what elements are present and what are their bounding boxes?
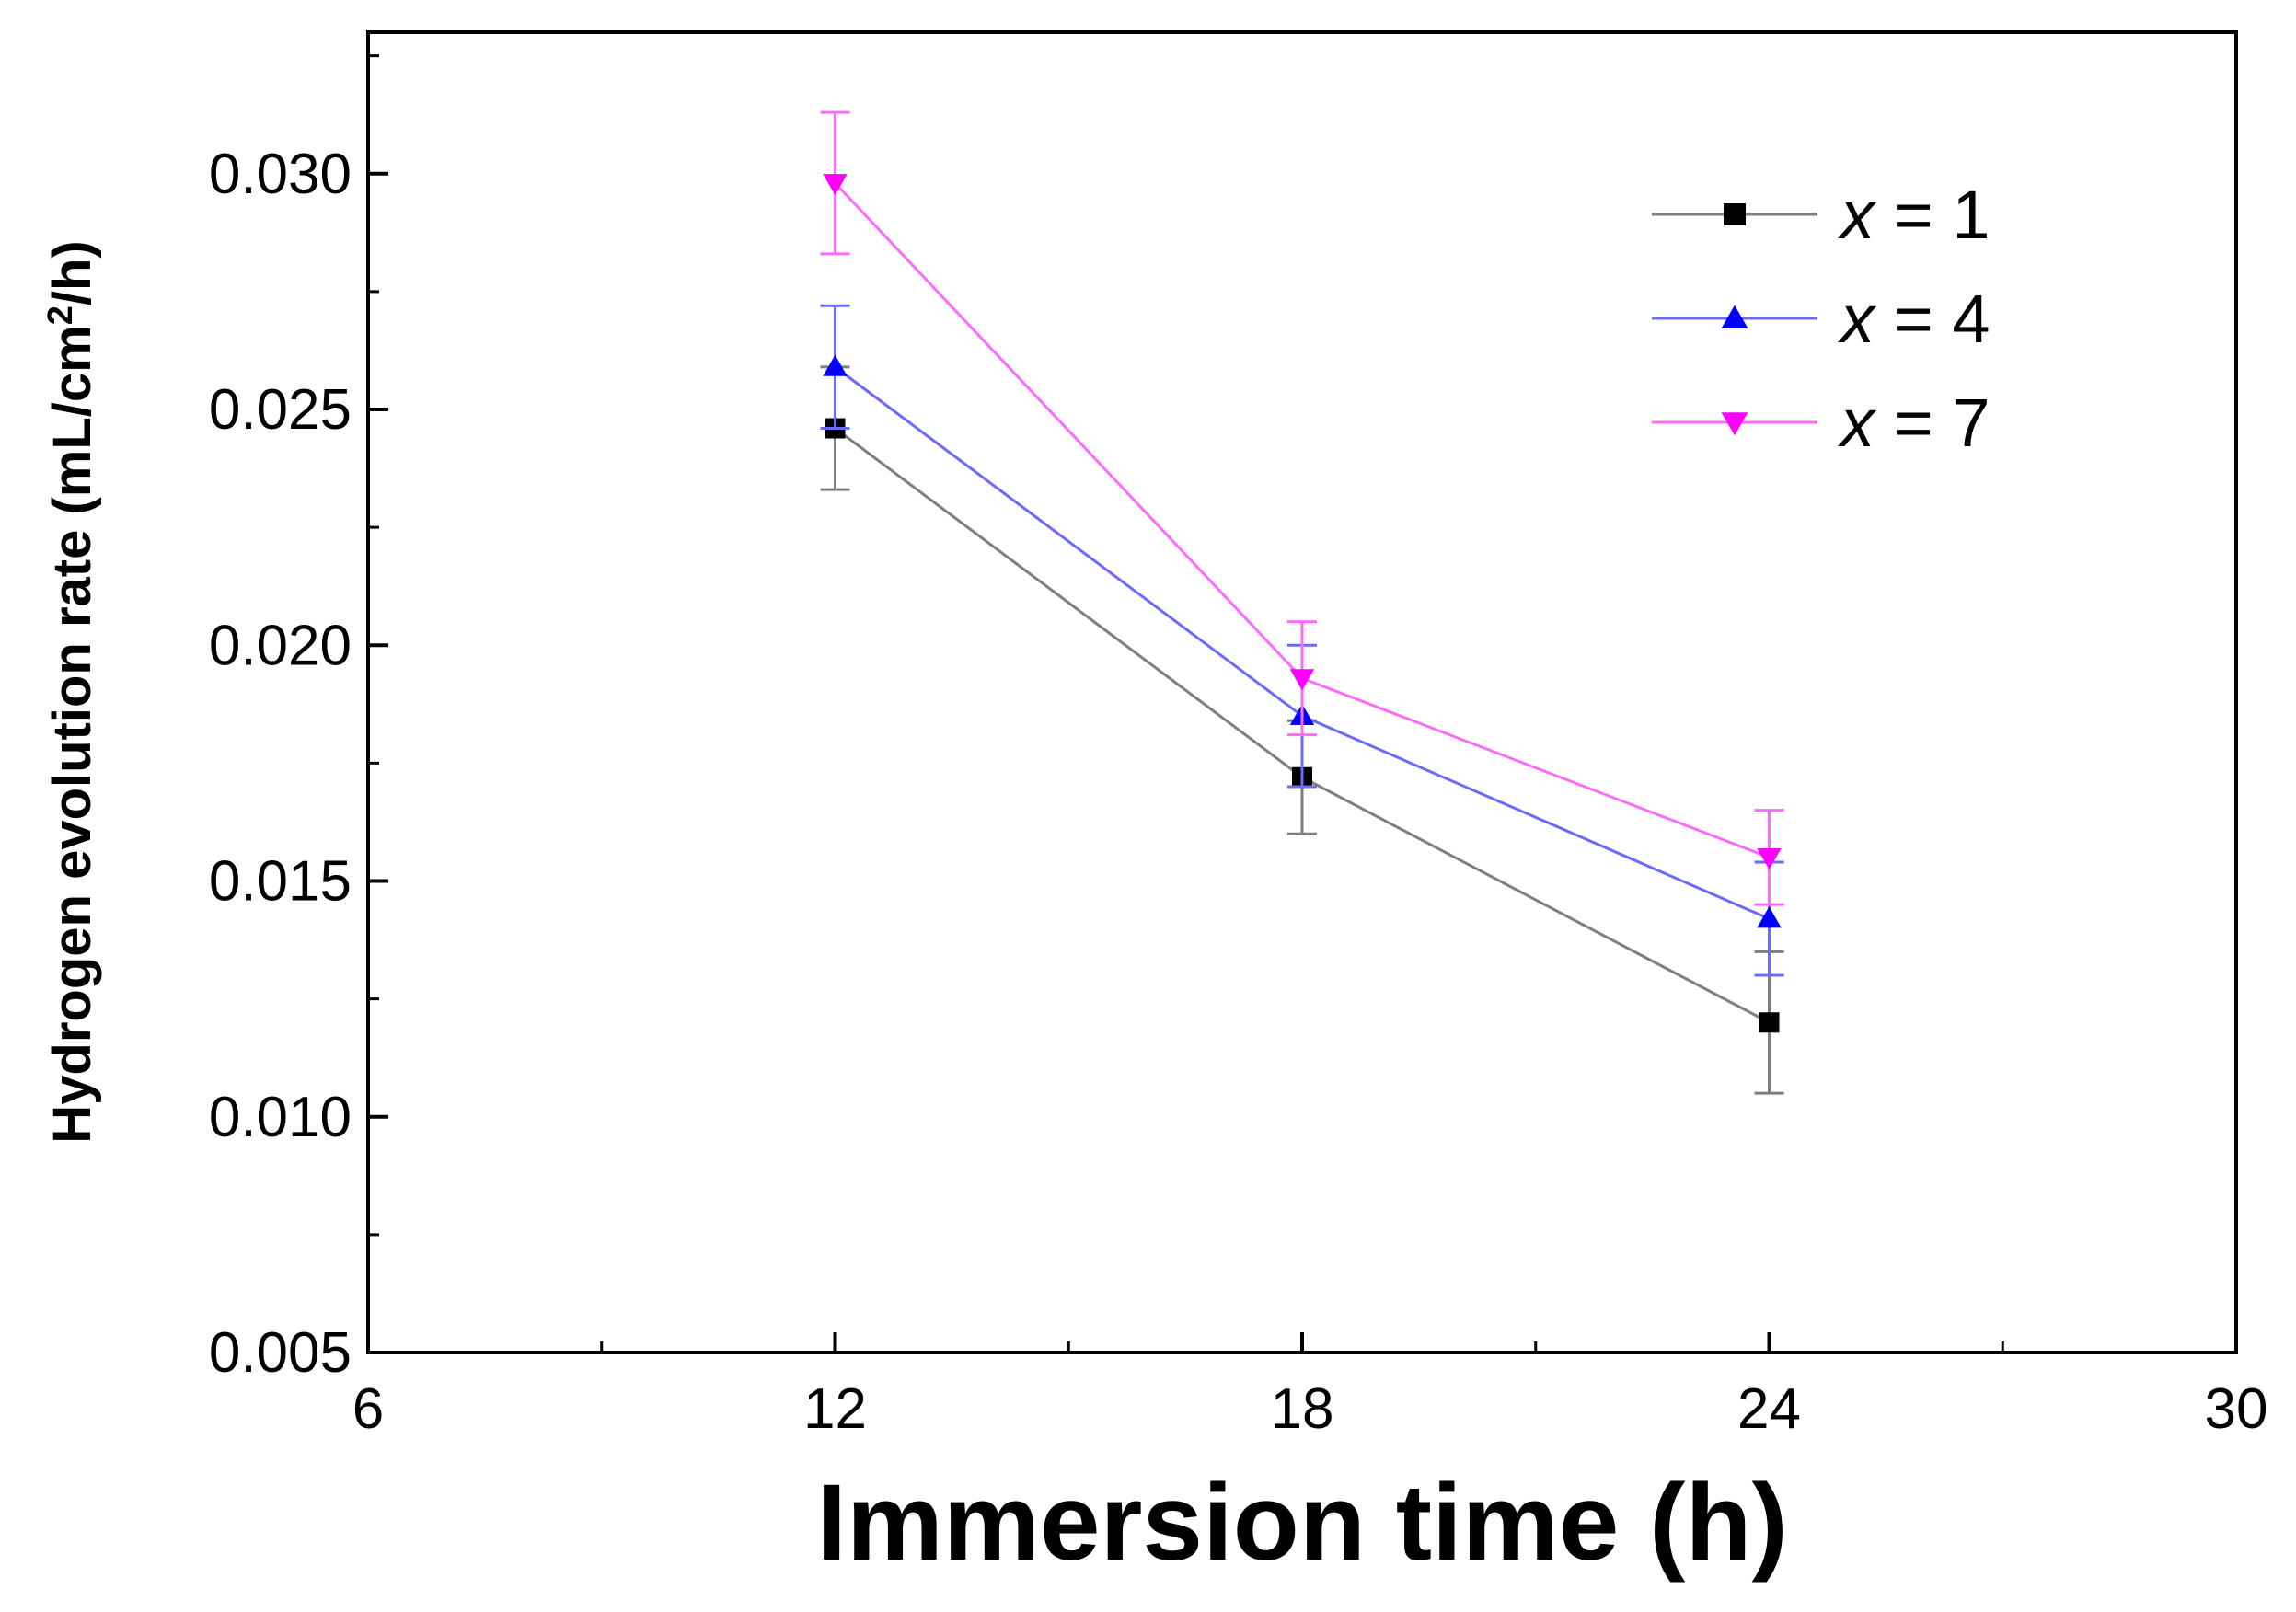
y-tick-label: 0.015 xyxy=(209,850,352,914)
y-tick-label: 0.005 xyxy=(209,1321,352,1385)
y-tick-label: 0.025 xyxy=(209,378,352,442)
legend-item: x = 1 xyxy=(1652,177,1990,253)
data-point xyxy=(1759,1012,1780,1033)
data-point xyxy=(823,354,848,376)
y-axis-label-sup: 2 xyxy=(41,305,80,325)
legend-label: x = 7 xyxy=(1838,385,1990,461)
y-tick-label: 0.010 xyxy=(209,1086,352,1149)
x-tick-label: 24 xyxy=(1737,1377,1801,1441)
legend-item: x = 4 xyxy=(1652,281,1990,357)
data-point xyxy=(1757,847,1782,870)
legend-marker xyxy=(1724,203,1746,225)
x-tick-label: 12 xyxy=(803,1377,867,1441)
legend-label-var: x xyxy=(1838,177,1877,253)
legend-label-var: x xyxy=(1838,281,1877,357)
y-axis-label-pre: Hydrogen evolution rate (mL/cm xyxy=(42,325,102,1143)
series-3 xyxy=(820,110,1784,906)
legend-label: x = 4 xyxy=(1838,281,1990,357)
x-axis-label: Immersion time (h) xyxy=(816,1462,1788,1583)
series-layer xyxy=(820,110,1784,1095)
data-point xyxy=(823,174,848,196)
legend-marker xyxy=(1721,305,1748,328)
x-axis: 6 12 18 24 30 xyxy=(352,1332,2268,1441)
legend-label-value: = 1 xyxy=(1875,177,1990,253)
data-point xyxy=(1757,906,1782,928)
x-tick-label: 18 xyxy=(1271,1377,1334,1441)
y-tick-label: 0.030 xyxy=(209,143,352,206)
legend: x = 1x = 4x = 7 xyxy=(1652,177,1990,461)
x-tick-label: 30 xyxy=(2205,1377,2268,1441)
legend-item: x = 7 xyxy=(1652,385,1990,461)
x-tick-label: 6 xyxy=(352,1377,384,1441)
legend-label-var: x xyxy=(1838,385,1877,461)
legend-label-value: = 7 xyxy=(1875,385,1990,461)
y-axis: 0.005 0.010 0.015 0.020 0.025 0.030 xyxy=(209,54,388,1385)
y-axis-label-post: /h) xyxy=(42,240,102,305)
y-axis-label: Hydrogen evolution rate (mL/cm2/h) xyxy=(41,240,102,1143)
legend-label: x = 1 xyxy=(1838,177,1990,253)
y-tick-label: 0.020 xyxy=(209,614,352,677)
data-point xyxy=(1289,669,1315,691)
legend-marker xyxy=(1721,412,1748,436)
legend-label-value: = 4 xyxy=(1875,281,1990,357)
